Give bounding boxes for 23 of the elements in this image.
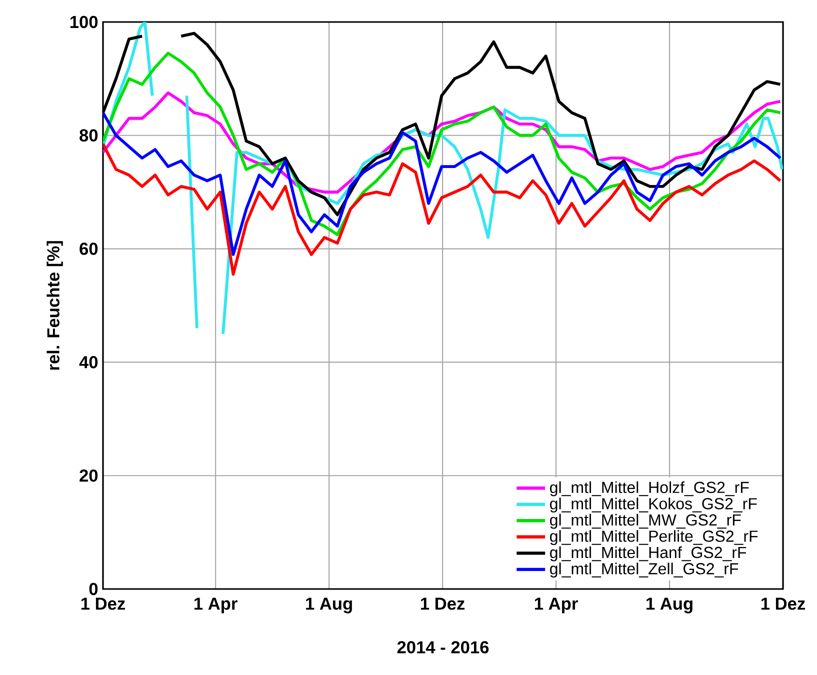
y-tick-label: 0 [89, 582, 98, 596]
y-axis-title: rel. Feuchte [%] [46, 241, 63, 370]
x-tick-label: 1 Dez [420, 598, 465, 610]
legend-label: gl_mtl_Mittel_Zell_GS2_rF [550, 562, 738, 578]
legend-label: gl_mtl_Mittel_Holzf_GS2_rF [550, 481, 749, 496]
y-tick-label: 40 [79, 356, 98, 368]
x-axis-title: 2014 - 2016 [397, 641, 489, 654]
legend-label: gl_mtl_Mittel_Kokos_GS2_rF [550, 498, 757, 513]
x-tick-label: 1 Apr [534, 598, 578, 614]
x-tick-label: 1 Dez [81, 598, 125, 610]
legend-label: gl_mtl_Mittel_MW_GS2_rF [550, 514, 741, 529]
y-tick-label: 100 [70, 16, 98, 28]
x-tick-label: 1 Apr [194, 598, 238, 614]
y-tick-label: 60 [80, 242, 98, 255]
y-tick-label: 20 [80, 469, 98, 482]
line-series [103, 142, 782, 276]
legend-label: gl_mtl_Mittel_Hanf_GS2_rF [550, 546, 746, 562]
legend-label: gl_mtl_Mittel_Perlite_GS2_rF [550, 530, 758, 546]
x-tick-label: 1 Aug [306, 598, 352, 614]
line-series [103, 111, 782, 256]
y-tick-label: 80 [80, 129, 98, 142]
x-tick-label: 1 Aug [646, 598, 692, 614]
x-tick-label: 1 Dez [761, 598, 806, 610]
